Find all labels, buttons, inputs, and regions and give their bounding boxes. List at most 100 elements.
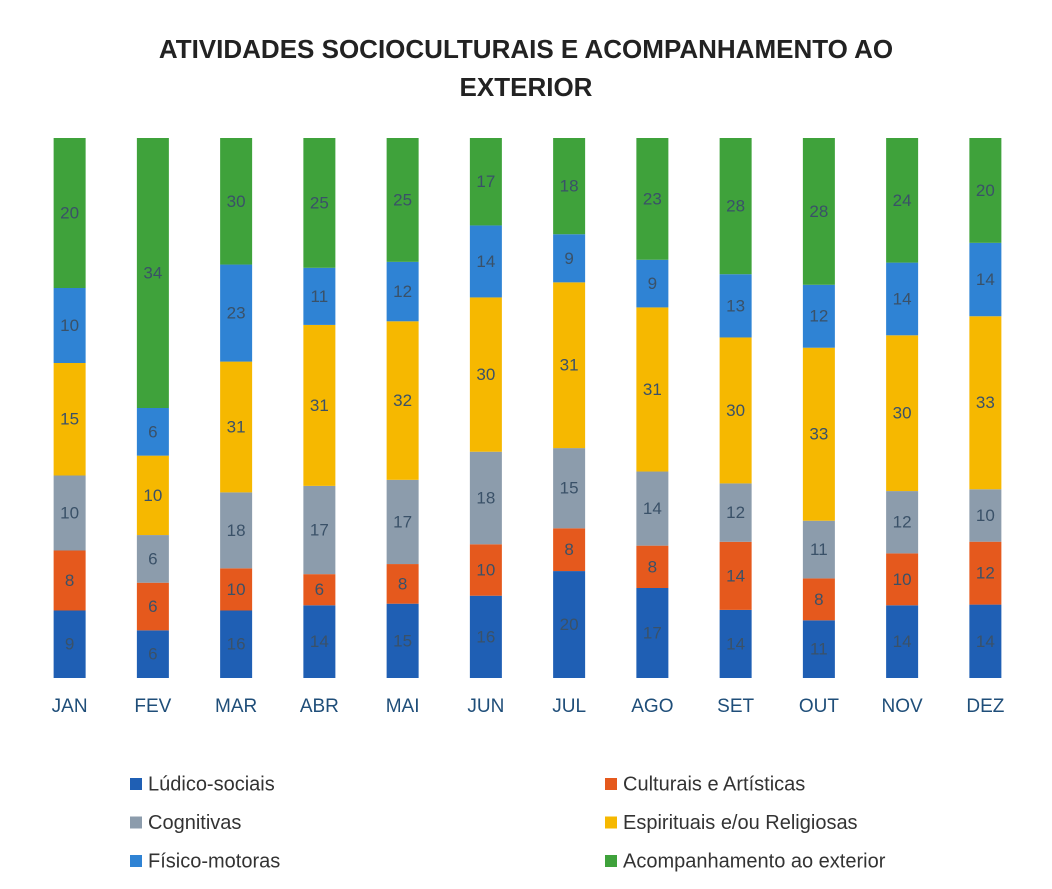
data-label: 30 — [726, 401, 745, 420]
bar-segment — [636, 259, 669, 308]
data-label: 10 — [143, 486, 162, 505]
bar-segment — [886, 605, 919, 678]
data-label: 18 — [476, 488, 495, 507]
data-label: 16 — [227, 635, 246, 654]
data-label: 12 — [893, 513, 912, 532]
data-label: 25 — [310, 193, 329, 212]
bar-segment — [136, 582, 169, 631]
data-label: 25 — [393, 190, 412, 209]
data-label: 24 — [893, 191, 912, 210]
data-label: 14 — [310, 632, 329, 651]
data-label: 10 — [976, 506, 995, 525]
data-label: 23 — [227, 304, 246, 323]
legend-swatch — [605, 855, 617, 867]
bar-segment — [553, 528, 586, 572]
bar-segment — [802, 520, 835, 579]
bar-segment — [719, 541, 752, 610]
bar-segment — [802, 620, 835, 678]
data-label: 14 — [893, 632, 912, 651]
bar-segment — [136, 455, 169, 536]
bar-segment — [386, 603, 419, 678]
data-label: 10 — [227, 580, 246, 599]
bar-segment — [802, 284, 835, 348]
legend-swatch — [605, 778, 617, 790]
bar-segment — [969, 541, 1002, 605]
bar-segment — [469, 595, 502, 678]
data-label: 10 — [60, 503, 79, 522]
bar-segment — [469, 297, 502, 452]
bar-segment — [303, 574, 336, 606]
bar-segment — [53, 550, 86, 611]
bar-segment — [303, 267, 336, 325]
x-tick-label: OUT — [799, 696, 840, 717]
data-label: 8 — [648, 557, 657, 576]
x-tick-label: MAI — [386, 696, 420, 717]
x-tick-label: JUN — [467, 696, 504, 717]
bar-segment — [969, 242, 1002, 317]
data-label: 28 — [726, 197, 745, 216]
bar-segment — [886, 553, 919, 606]
data-label: 31 — [310, 396, 329, 415]
bar-segment — [969, 604, 1002, 678]
bar-segment — [719, 483, 752, 542]
data-label: 9 — [65, 635, 74, 654]
bar-segment — [969, 138, 1002, 243]
bar-segment — [553, 448, 586, 529]
data-label: 16 — [476, 627, 495, 646]
bar-segment — [53, 138, 86, 288]
data-label: 11 — [311, 287, 329, 306]
data-label: 18 — [227, 521, 246, 540]
x-tick-label: AGO — [631, 696, 673, 717]
data-label: 17 — [310, 521, 329, 540]
data-label: 17 — [476, 172, 495, 191]
data-label: 20 — [976, 181, 995, 200]
legend-swatch — [130, 816, 142, 829]
data-label: 11 — [810, 540, 828, 559]
bar-segment — [553, 571, 586, 678]
bar-segment — [553, 282, 586, 449]
bar-segment — [886, 138, 919, 263]
bar-segment — [386, 479, 419, 565]
data-label: 8 — [814, 590, 823, 609]
bar-segment — [636, 588, 669, 678]
bar-segment — [386, 138, 419, 262]
bar-segment — [802, 578, 835, 621]
data-label: 12 — [809, 307, 828, 326]
data-label: 14 — [476, 252, 495, 271]
x-tick-label: MAR — [215, 696, 257, 717]
legend-label: Espirituais e/ou Religiosas — [623, 812, 858, 834]
data-label: 17 — [643, 623, 662, 642]
bar-segment — [53, 288, 86, 363]
data-label: 18 — [560, 177, 579, 196]
bar-segment — [886, 262, 919, 336]
x-tick-label: ABR — [300, 696, 339, 717]
data-label: 14 — [726, 634, 745, 653]
bar-segment — [802, 347, 835, 521]
legend-label: Acompanhamento ao exterior — [623, 850, 886, 872]
data-label: 33 — [809, 425, 828, 444]
data-label: 30 — [893, 404, 912, 423]
data-label: 10 — [60, 316, 79, 335]
legend-label: Culturais e Artísticas — [623, 773, 805, 795]
bar-segment — [303, 324, 336, 486]
data-label: 15 — [393, 631, 412, 650]
bar-segment — [136, 408, 169, 456]
data-label: 12 — [976, 564, 995, 583]
data-label: 31 — [560, 356, 579, 375]
x-tick-label: JAN — [52, 696, 88, 717]
x-tick-label: DEZ — [966, 696, 1004, 717]
bar-segment — [969, 316, 1002, 490]
legend-label: Cognitivas — [148, 812, 241, 834]
data-label: 12 — [393, 282, 412, 301]
bar-segment — [136, 138, 169, 408]
data-label: 13 — [726, 296, 745, 315]
legend-swatch — [130, 855, 142, 867]
data-label: 6 — [148, 597, 157, 616]
bar-segment — [386, 564, 419, 604]
data-label: 20 — [560, 615, 579, 634]
bar-segment — [220, 492, 253, 569]
data-label: 17 — [393, 512, 412, 531]
bar-segment — [553, 234, 586, 283]
bar-segment — [303, 605, 336, 678]
